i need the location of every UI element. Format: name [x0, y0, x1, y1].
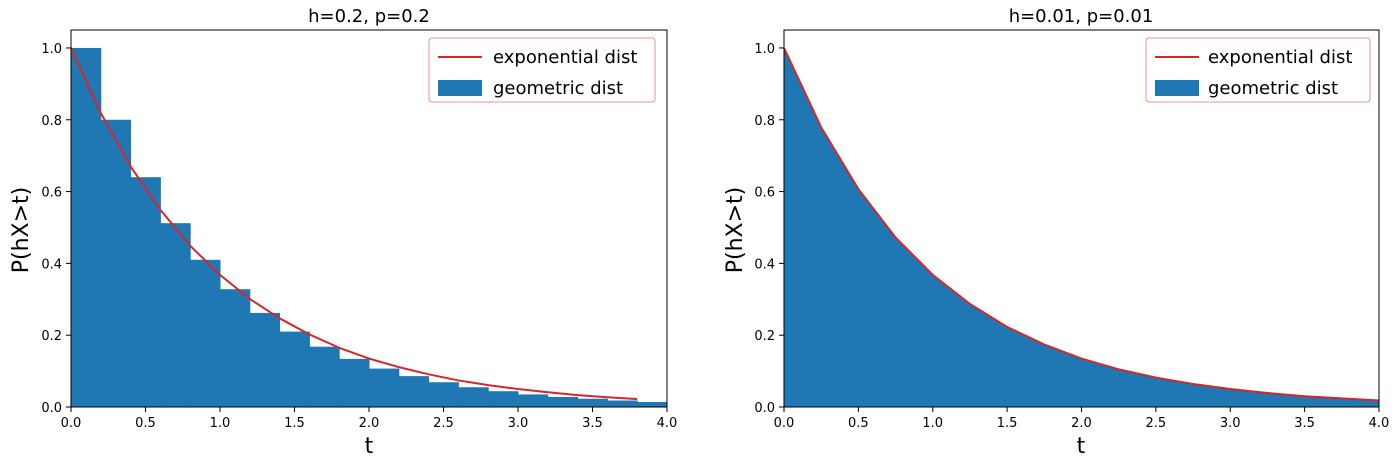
left-geometric-bar — [399, 376, 429, 407]
left-x-axis-label: t — [365, 434, 374, 459]
right-y-axis-label: P(hX>t) — [723, 187, 748, 274]
right-legend: exponential dist geometric dist — [1146, 38, 1370, 102]
left-y-tick-label: 0.8 — [41, 114, 62, 129]
right-x-tick-label: 0.0 — [774, 416, 795, 431]
left-legend-bar-swatch — [438, 80, 482, 96]
left-y-tick-label: 1.0 — [41, 42, 62, 57]
left-legend-geometric-label: geometric dist — [493, 78, 623, 99]
left-geometric-bar — [190, 260, 220, 407]
left-geometric-bar — [160, 223, 190, 407]
left-x-tick-label: 3.0 — [508, 416, 529, 431]
left-geometric-bar — [518, 394, 548, 407]
right-x-tick-label: 2.0 — [1071, 416, 1092, 431]
left-geometric-bar — [578, 399, 608, 407]
right-y-tick-label: 0.2 — [754, 329, 775, 344]
left-subplot: 0.0 0.5 1.0 1.5 2.0 2.5 3.0 3.5 4.0 0.0 0.2 0.4 0.6 0… — [9, 6, 677, 459]
left-geometric-bar — [280, 332, 310, 407]
right-x-tick-label: 0.5 — [848, 416, 869, 431]
left-geometric-bar — [429, 382, 459, 407]
left-y-tick-label: 0.2 — [41, 329, 62, 344]
left-y-tick-label: 0.4 — [41, 257, 62, 272]
left-y-tick-label: 0.0 — [41, 401, 62, 416]
left-legend-exponential-label: exponential dist — [493, 47, 637, 68]
left-x-tick-label: 2.5 — [433, 416, 454, 431]
right-y-tick-label: 0.0 — [754, 401, 775, 416]
right-y-tick-label: 1.0 — [754, 42, 775, 57]
right-legend-geometric-label: geometric dist — [1208, 78, 1338, 99]
right-x-tick-label: 3.5 — [1294, 416, 1315, 431]
right-legend-exponential-label: exponential dist — [1208, 47, 1352, 68]
left-geometric-bar — [250, 313, 280, 407]
left-geometric-bar — [101, 120, 131, 407]
left-geometric-bar — [369, 369, 399, 407]
left-y-axis-label: P(hX>t) — [9, 187, 34, 274]
right-x-tick-label: 1.5 — [997, 416, 1018, 431]
left-geometric-bar — [488, 391, 518, 407]
left-geometric-bar — [339, 359, 369, 407]
right-x-tick-label: 3.0 — [1220, 416, 1241, 431]
left-geometric-bar — [458, 387, 488, 407]
right-x-tick-label: 1.0 — [922, 416, 943, 431]
left-geometric-bar — [309, 347, 339, 407]
right-y-tick-label: 0.4 — [754, 257, 775, 272]
left-geometric-bar — [220, 289, 250, 407]
left-y-tick-label: 0.6 — [41, 186, 62, 201]
left-geometric-bar — [131, 177, 161, 407]
left-geometric-bar — [637, 402, 667, 407]
left-x-tick-label: 0.0 — [61, 416, 82, 431]
left-geometric-bar — [607, 401, 637, 407]
left-x-tick-label: 4.0 — [657, 416, 678, 431]
right-y-tick-label: 0.6 — [754, 186, 775, 201]
left-x-tick-label: 0.5 — [135, 416, 156, 431]
right-x-tick-label: 4.0 — [1369, 416, 1390, 431]
right-y-tick-label: 0.8 — [754, 114, 775, 129]
left-x-tick-label: 3.5 — [582, 416, 603, 431]
right-x-axis-label: t — [1077, 434, 1086, 459]
left-geometric-bar — [548, 397, 578, 407]
right-x-tick-label: 2.5 — [1146, 416, 1167, 431]
right-legend-area-swatch — [1155, 80, 1199, 96]
right-chart-title: h=0.01, p=0.01 — [1009, 6, 1154, 27]
left-x-tick-label: 2.0 — [359, 416, 380, 431]
left-x-tick-label: 1.5 — [284, 416, 305, 431]
left-chart-title: h=0.2, p=0.2 — [308, 6, 430, 27]
right-subplot: 0.0 0.5 1.0 1.5 2.0 2.5 3.0 3.5 4.0 0.0 0.2 0.4 0.6 0… — [723, 6, 1389, 459]
left-x-tick-label: 1.0 — [210, 416, 231, 431]
left-legend: exponential dist geometric dist — [429, 38, 655, 102]
